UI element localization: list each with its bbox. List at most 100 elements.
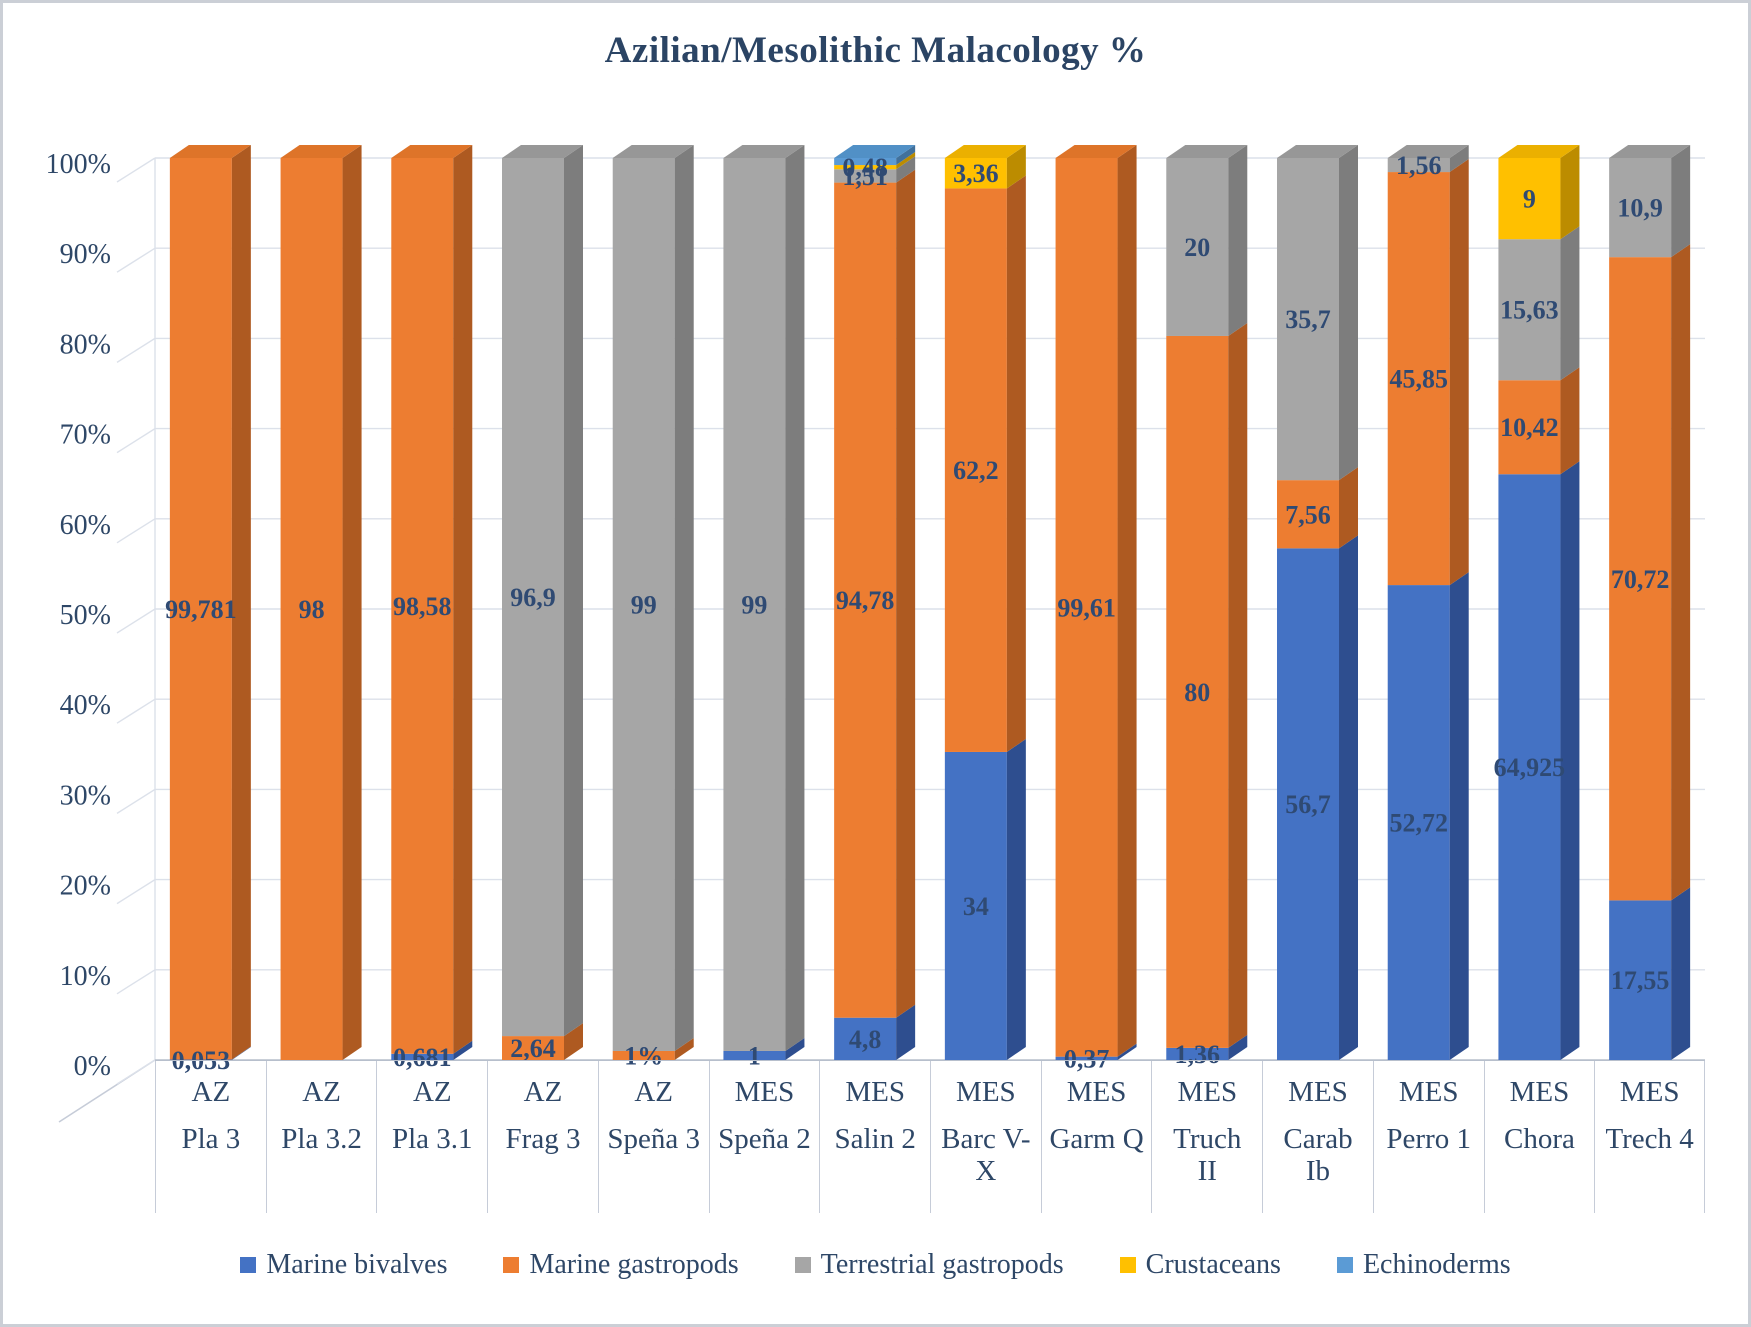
bar-top [1498, 145, 1580, 158]
bar-segment-side [1228, 322, 1248, 1048]
category-cell: MES Trech 4 [1594, 1061, 1705, 1213]
data-label: 45,85 [1389, 365, 1448, 394]
bar-segment-side [1117, 145, 1137, 1057]
category-group-label: MES [1177, 1075, 1238, 1108]
bar-segment-side [1671, 145, 1691, 258]
data-label: 0,48 [842, 153, 888, 182]
y-tick-label: 50% [60, 600, 111, 631]
legend-label: Echinoderms [1362, 1249, 1511, 1280]
bar-segment [1277, 158, 1339, 481]
y-tick-label: 60% [60, 510, 111, 541]
bar-segment-side [231, 1046, 251, 1060]
data-label: 1,36 [1175, 1040, 1221, 1069]
bar-segment [1609, 158, 1672, 258]
category-cell: AZ Speña 3 [597, 1061, 709, 1213]
bar-top [280, 145, 362, 158]
legend-label: Crustaceans [1145, 1249, 1281, 1280]
y-tick-label: 80% [60, 329, 111, 360]
bar-segment-side [1671, 244, 1691, 901]
legend-label: Marine gastropods [529, 1249, 739, 1280]
bar-segment [612, 1050, 675, 1060]
bar-top [1055, 145, 1137, 158]
legend-item: Marine bivalves [240, 1249, 447, 1281]
data-label: 98 [299, 595, 325, 624]
legend-swatch [503, 1257, 520, 1273]
bar-segment [1498, 380, 1561, 475]
category-site-label: Perro 1 [1386, 1123, 1471, 1155]
category-cell: AZ Pla 3.2 [265, 1061, 377, 1213]
category-group-label: AZ [302, 1075, 341, 1108]
legend: Marine bivalves Marine gastropods Terrestr… [3, 1241, 1748, 1289]
legend-swatch [240, 1257, 257, 1273]
category-cell: MES Carab Ib [1262, 1061, 1373, 1213]
legend-item: Terrestrial gastropods [794, 1249, 1064, 1281]
category-group-label: AZ [412, 1075, 452, 1108]
tick-connector [116, 608, 156, 634]
data-label: 0,681 [393, 1043, 452, 1072]
bar-segment [391, 158, 454, 1054]
data-label: 99 [631, 590, 657, 619]
legend-item: Marine gastropods [503, 1249, 739, 1281]
bar-segment-side [674, 145, 694, 1051]
legend-swatch [794, 1257, 811, 1273]
data-label: 9 [1523, 185, 1536, 214]
bar-segment-side [896, 156, 916, 183]
plot-area: 100%90%80%70%60%50%40%30%20%10%0% 0,05399… [46, 145, 1705, 1123]
legend-label: Marine bivalves [266, 1249, 448, 1280]
chart-title: Azilian/Mesolithic Malacology % [604, 30, 1147, 71]
bar-segment-side [1117, 1043, 1137, 1060]
tick-connector [116, 518, 156, 544]
data-label: 17,55 [1611, 966, 1670, 995]
category-cell: MES Speña 2 [708, 1061, 820, 1213]
bar-segment [1055, 158, 1118, 1057]
y-tick-label: 20% [60, 871, 111, 902]
tick-connector [116, 428, 156, 454]
bar-segment-side [1006, 175, 1026, 752]
bar-segment-side [1560, 226, 1580, 381]
bar-segment [1498, 474, 1561, 1060]
data-label: 35,7 [1285, 305, 1331, 334]
bar-segment [834, 1017, 897, 1060]
data-label: 96,9 [510, 583, 556, 612]
bar-segment [1387, 158, 1450, 173]
bar-segment-side [674, 1037, 694, 1060]
bar-segment-side [231, 145, 251, 1060]
category-site-label: Garm Q [1049, 1123, 1144, 1155]
data-label: 10,42 [1500, 413, 1559, 442]
data-label: 0,37 [1064, 1044, 1110, 1073]
bar-segment-side [896, 145, 916, 166]
category-group-label: MES [1398, 1075, 1459, 1108]
data-label: 20 [1184, 233, 1210, 262]
bar-top [1277, 145, 1358, 158]
bar-top [391, 145, 473, 158]
bar-top [723, 145, 805, 158]
legend-item: Echinoderms [1336, 1249, 1511, 1281]
bar-segment [1609, 900, 1672, 1060]
data-label: 99,61 [1057, 593, 1116, 622]
category-site-label: Truch II [1173, 1123, 1242, 1188]
bar-segment-side [785, 1037, 805, 1060]
bar-segment-side [1560, 461, 1580, 1060]
y-tick-label: 100% [46, 149, 111, 180]
y-tick-label: 10% [60, 961, 111, 992]
data-label: 70,72 [1611, 565, 1670, 594]
category-site-label: Speña 3 [607, 1123, 701, 1155]
category-cell: AZ Pla 3.1 [376, 1061, 487, 1213]
data-label: 62,2 [953, 456, 999, 485]
bar-segment [723, 158, 786, 1051]
bar-segment-side [896, 1004, 916, 1060]
data-label: 1,56 [1396, 151, 1442, 180]
category-site-label: Salin 2 [834, 1123, 916, 1155]
bar-segment-side [1560, 145, 1580, 240]
tick-connector [116, 157, 156, 183]
bar-segment-side [896, 152, 916, 170]
bar-segment [502, 1036, 564, 1060]
bar-segment-side [896, 169, 916, 1018]
category-site-label: Frag 3 [505, 1123, 581, 1155]
bar-segment [1498, 239, 1561, 381]
category-group-label: MES [734, 1075, 795, 1108]
y-tick-label: 30% [60, 780, 111, 811]
data-label: 52,72 [1389, 809, 1448, 838]
data-label: 7,56 [1285, 500, 1331, 529]
